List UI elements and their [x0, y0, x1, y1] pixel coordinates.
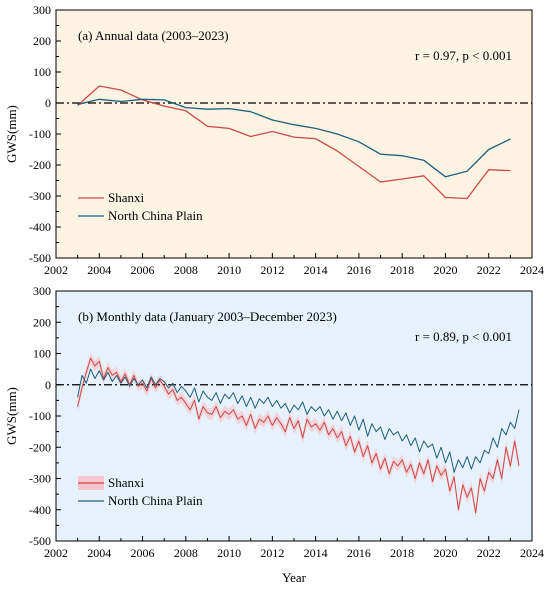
y-tick-label: 100	[33, 347, 51, 361]
x-tick-label: 2012	[260, 263, 284, 277]
y-tick-label: -500	[29, 534, 51, 548]
y-tick-label: -100	[29, 127, 51, 141]
x-tick-label: 2018	[390, 546, 414, 560]
x-tick-label: 2010	[217, 546, 241, 560]
x-tick-label: 2024	[520, 263, 544, 277]
x-tick-label: 2004	[87, 546, 111, 560]
panel-a-background	[56, 10, 532, 258]
x-tick-label: 2020	[433, 546, 457, 560]
series-line-shanxi	[77, 357, 520, 514]
panel-a-stat: r = 0.97, p < 0.001	[415, 48, 512, 63]
x-tick-label: 2008	[174, 546, 198, 560]
x-tick-label: 2004	[87, 263, 111, 277]
x-tick-label: 2008	[174, 263, 198, 277]
x-tick-label: 2006	[131, 263, 155, 277]
x-tick-label: 2020	[433, 263, 457, 277]
y-tick-label: -500	[29, 251, 51, 265]
panel-b-stat: r = 0.89, p < 0.001	[415, 329, 512, 344]
series-line-shanxi	[77, 85, 511, 200]
panel-a: 2002 2004 2006 2008 2010 2012 2014 2016 2018 2020…	[4, 3, 544, 277]
x-tick-label: 2022	[477, 546, 501, 560]
panel-b-legend: Shanxi North China Plain	[78, 475, 203, 508]
panel-a-ylabel: GWS(mm)	[4, 105, 19, 163]
series-line-north-china-plain	[77, 368, 520, 473]
x-tick-label: 2016	[347, 546, 371, 560]
panel-b-background	[56, 291, 532, 541]
y-tick-label: 0	[45, 378, 51, 392]
panel-b-ylabel: GWS(mm)	[4, 387, 19, 445]
x-tick-label: 2016	[347, 263, 371, 277]
y-tick-label: -400	[29, 220, 51, 234]
x-tick-label: 2014	[304, 546, 328, 560]
y-tick-label: -100	[29, 409, 51, 423]
y-tick-label: -200	[29, 440, 51, 454]
x-tick-label: 2022	[477, 263, 501, 277]
y-tick-label: 200	[33, 315, 51, 329]
legend-label-north-china-plain: North China Plain	[108, 493, 203, 508]
panel-b-title: (b) Monthly data (January 2003–December …	[78, 309, 337, 324]
y-tick-label: 200	[33, 34, 51, 48]
x-tick-label: 2014	[304, 263, 328, 277]
x-tick-label: 2018	[390, 263, 414, 277]
y-tick-label: -300	[29, 189, 51, 203]
panel-b-xlabel: Year	[282, 570, 307, 585]
panel-b: 2002 2004 2006 2008 2010 2012 2014 2016 2018 2020…	[4, 284, 544, 585]
x-tick-label: 2024	[520, 546, 544, 560]
legend-label-north-china-plain: North China Plain	[108, 208, 203, 223]
y-tick-label: 300	[33, 3, 51, 17]
x-tick-label: 2002	[44, 546, 68, 560]
y-tick-label: 300	[33, 284, 51, 298]
panel-a-title: (a) Annual data (2003–2023)	[78, 28, 229, 43]
y-tick-label: -300	[29, 472, 51, 486]
x-tick-label: 2006	[131, 546, 155, 560]
x-tick-label: 2010	[217, 263, 241, 277]
y-tick-label: 100	[33, 65, 51, 79]
panel-a-legend: Shanxi North China Plain	[78, 190, 203, 223]
series-line-north-china-plain	[77, 98, 511, 178]
legend-label-shanxi: Shanxi	[108, 475, 145, 490]
x-tick-label: 2002	[44, 263, 68, 277]
x-tick-label: 2012	[260, 546, 284, 560]
y-tick-label: -400	[29, 503, 51, 517]
legend-label-shanxi: Shanxi	[108, 190, 145, 205]
y-tick-label: -200	[29, 158, 51, 172]
y-tick-label: 0	[45, 96, 51, 110]
